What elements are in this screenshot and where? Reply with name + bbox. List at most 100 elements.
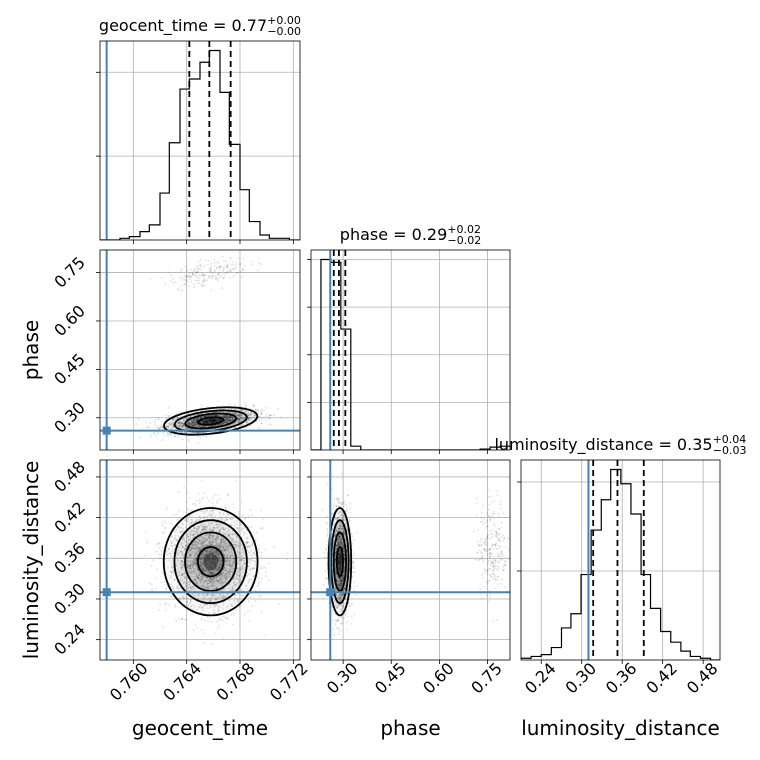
sample-point (195, 424, 198, 427)
sample-point (188, 423, 191, 426)
sample-point (250, 413, 252, 415)
sample-point (226, 555, 228, 558)
sample-point (226, 417, 229, 420)
sample-point (198, 281, 201, 284)
sample-point (259, 594, 261, 597)
sample-point (231, 418, 233, 421)
sample-point (237, 418, 239, 420)
sample-point (193, 274, 196, 277)
sample-point (179, 276, 182, 279)
sample-point (222, 423, 225, 425)
sample-point (217, 277, 220, 280)
sample-point (202, 425, 204, 428)
sample-point (217, 419, 220, 422)
sample-point (192, 274, 194, 276)
sample-point (188, 427, 191, 430)
sample-point (215, 567, 218, 570)
sample-point (231, 411, 234, 414)
sample-point (147, 426, 150, 429)
sample-point (194, 623, 197, 626)
sample-point (215, 418, 218, 420)
sample-point (188, 515, 190, 517)
sample-point (197, 418, 199, 421)
sample-point (224, 421, 227, 424)
sample-point (228, 419, 231, 422)
sample-point (158, 553, 161, 556)
sample-point (212, 421, 215, 424)
sample-point (157, 431, 160, 433)
sample-point (206, 279, 209, 282)
sample-point (213, 264, 216, 267)
sample-point (176, 416, 179, 419)
sample-point (226, 416, 229, 419)
sample-point (150, 583, 153, 586)
sample-point (203, 421, 206, 423)
sample-point (217, 415, 220, 417)
sample-point (258, 415, 260, 417)
sample-point (239, 409, 242, 411)
sample-point (192, 420, 195, 423)
sample-point (192, 419, 195, 422)
sample-point (156, 432, 159, 435)
sample-point (214, 419, 217, 421)
sample-point (222, 422, 224, 425)
sample-point (273, 414, 275, 417)
sample-point (226, 415, 229, 418)
sample-point (177, 425, 180, 428)
sample-point (177, 422, 180, 425)
sample-point (201, 273, 204, 276)
sample-point (234, 274, 237, 277)
sample-point (241, 268, 244, 271)
sample-point (219, 418, 221, 421)
sample-point (201, 425, 203, 428)
sample-point (206, 420, 209, 423)
sample-point (215, 420, 218, 423)
sample-point (204, 422, 207, 424)
sample-point (237, 419, 240, 422)
sample-point (208, 275, 211, 277)
sample-point (244, 517, 247, 519)
sample-point (269, 418, 272, 420)
title-luminosity_distance: luminosity_distance = 0.35+0.04 −0.03 (494, 433, 746, 457)
sample-point (233, 412, 236, 415)
sample-point (224, 417, 227, 420)
sample-point (236, 421, 239, 424)
sample-point (227, 270, 230, 272)
sample-point (200, 585, 203, 588)
sample-point (240, 417, 243, 420)
sample-point (230, 415, 233, 418)
panel-content (100, 250, 300, 450)
sample-point (210, 571, 212, 573)
sample-point (176, 424, 179, 427)
sample-point (178, 426, 181, 429)
sample-point (215, 551, 218, 554)
sample-point (186, 421, 189, 424)
sample-point (206, 550, 209, 552)
sample-point (207, 421, 210, 424)
sample-point (229, 416, 232, 419)
sample-point (203, 279, 206, 282)
sample-point (209, 418, 212, 421)
sample-point (223, 421, 225, 424)
sample-point (205, 420, 208, 423)
sample-point (178, 618, 180, 621)
sample-point (265, 407, 268, 409)
sample-point (209, 554, 212, 557)
sample-point (191, 613, 194, 616)
sample-point (257, 427, 260, 430)
sample-point (200, 283, 203, 286)
sample-point (216, 411, 219, 413)
sample-point (183, 283, 185, 285)
sample-point (212, 275, 214, 277)
sample-point (191, 420, 194, 423)
sample-point (213, 420, 216, 423)
sample-point (189, 432, 191, 434)
sample-point (238, 513, 241, 516)
sample-point (262, 518, 265, 521)
sample-point (175, 513, 178, 516)
sample-point (249, 414, 251, 416)
sample-point (236, 549, 239, 551)
sample-point (212, 535, 215, 538)
sample-point (217, 419, 219, 422)
sample-point (179, 587, 181, 589)
